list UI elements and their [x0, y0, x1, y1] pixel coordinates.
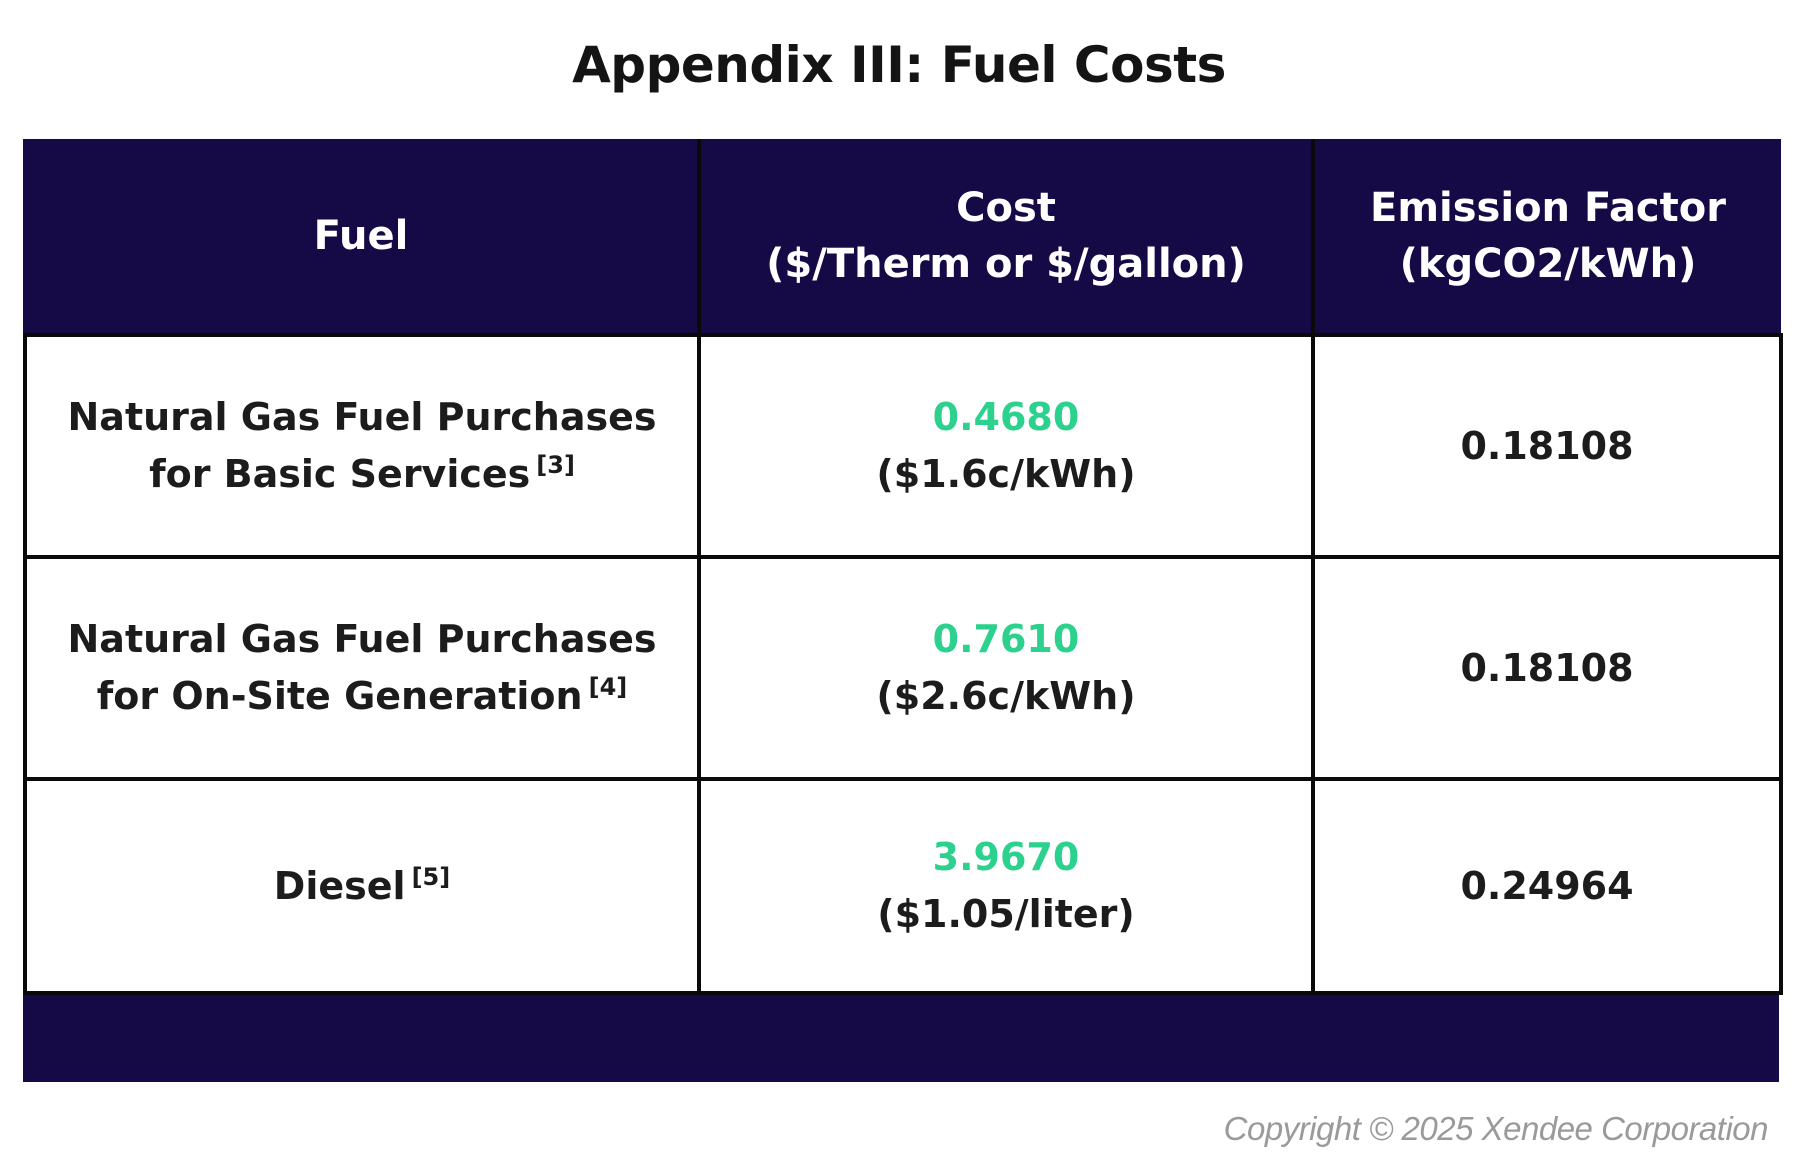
header-cost-unit: ($/Therm or $/gallon) [766, 241, 1246, 287]
copyright-notice: Copyright © 2025 Xendee Corporation [1223, 1110, 1769, 1147]
cost-per-liter: ($1.05/liter) [877, 892, 1135, 936]
table-header-row: Fuel Cost ($/Therm or $/gallon) Emission… [25, 139, 1781, 335]
cost-per-kwh: ($1.6c/kWh) [876, 452, 1136, 496]
header-emission-label: Emission Factor [1370, 185, 1726, 231]
fuel-cell: Natural Gas Fuel Purchases for Basic Ser… [23, 333, 701, 559]
table-row: Natural Gas Fuel Purchases for On-Site G… [23, 555, 1783, 781]
cost-value: 0.7610 [932, 617, 1080, 661]
fuel-name-line1: Diesel [273, 863, 406, 908]
header-emission-unit: (kgCO2/kWh) [1399, 241, 1697, 287]
table-row: Natural Gas Fuel Purchases for Basic Ser… [23, 333, 1783, 559]
emission-value: 0.18108 [1460, 645, 1634, 690]
header-cost: Cost ($/Therm or $/gallon) [697, 139, 1315, 335]
header-emission-factor: Emission Factor (kgCO2/kWh) [1311, 139, 1781, 335]
header-cost-label: Cost [956, 185, 1056, 231]
cost-value: 0.4680 [932, 395, 1080, 439]
emission-cell: 0.18108 [1311, 555, 1783, 781]
header-fuel: Fuel [25, 139, 701, 335]
cost-cell: 3.9670 ($1.05/liter) [697, 777, 1315, 995]
cost-cell: 0.4680 ($1.6c/kWh) [697, 333, 1315, 559]
fuel-name-line2: for On-Site Generation [96, 674, 583, 718]
footnote-ref: [5] [411, 862, 451, 891]
footnote-ref: [3] [536, 451, 575, 479]
table-row: Diesel [5] 3.9670 ($1.05/liter) 0.24964 [23, 777, 1783, 995]
emission-value: 0.24964 [1460, 863, 1634, 908]
cost-value: 3.9670 [932, 835, 1080, 879]
fuel-cell: Natural Gas Fuel Purchases for On-Site G… [23, 555, 701, 781]
fuel-cell: Diesel [5] [23, 777, 701, 995]
fuel-costs-table: Fuel Cost ($/Therm or $/gallon) Emission… [23, 139, 1783, 995]
fuel-name-line1: Natural Gas Fuel Purchases [67, 395, 657, 439]
emission-value: 0.18108 [1460, 423, 1634, 468]
fuel-costs-table-container: Fuel Cost ($/Therm or $/gallon) Emission… [23, 139, 1783, 1082]
emission-cell: 0.24964 [1311, 777, 1783, 995]
cost-cell: 0.7610 ($2.6c/kWh) [697, 555, 1315, 781]
fuel-name-line1: Natural Gas Fuel Purchases [67, 617, 657, 661]
header-fuel-label: Fuel [313, 213, 409, 259]
cost-per-kwh: ($2.6c/kWh) [876, 674, 1136, 718]
emission-cell: 0.18108 [1311, 333, 1783, 559]
page-title: Appendix III: Fuel Costs [572, 36, 1226, 94]
footnote-ref: [4] [588, 673, 628, 701]
fuel-name-line2: for Basic Services [149, 452, 531, 496]
